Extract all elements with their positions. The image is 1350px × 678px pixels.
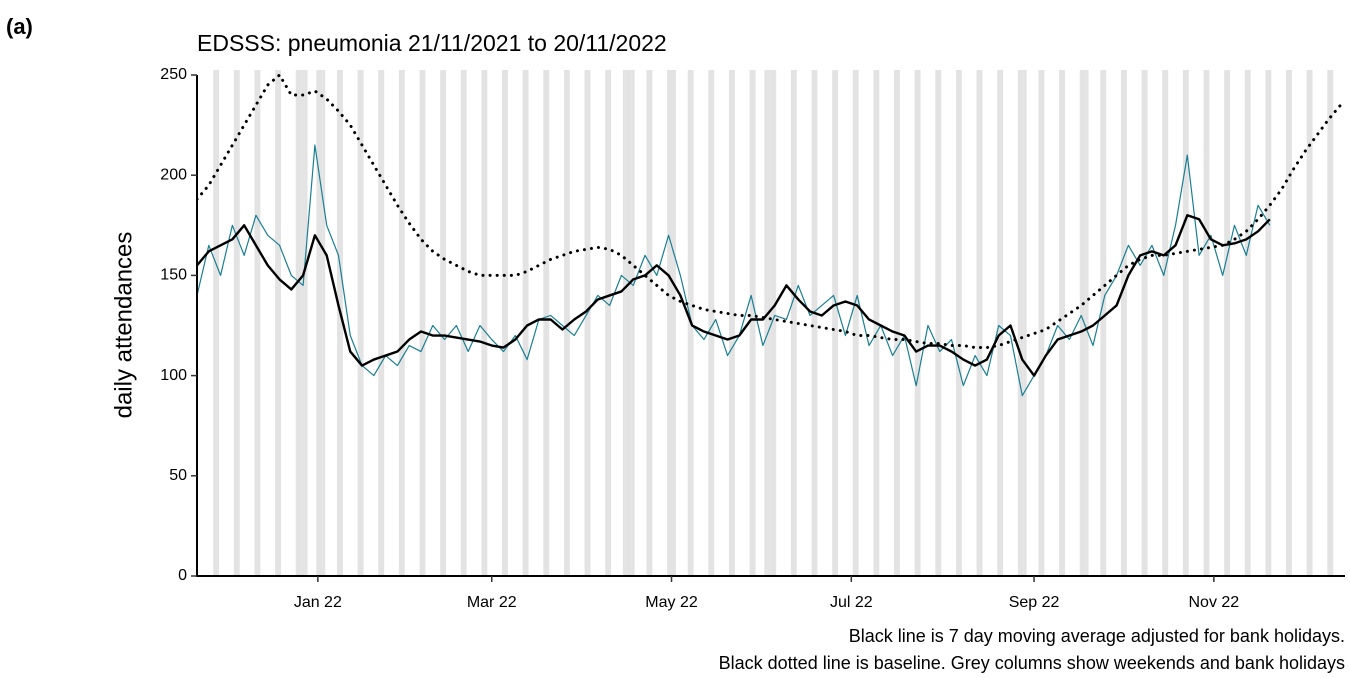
weekend-column bbox=[708, 70, 715, 576]
weekend-column bbox=[1017, 70, 1024, 576]
weekend-column bbox=[1162, 70, 1169, 576]
weekend-column bbox=[1038, 70, 1045, 576]
holiday-column bbox=[301, 70, 305, 576]
weekend-column bbox=[1224, 70, 1231, 576]
weekend-column bbox=[729, 70, 735, 576]
footnote: Black line is 7 day moving average adjus… bbox=[849, 626, 1345, 646]
weekend-column bbox=[997, 70, 1004, 576]
weekend-column bbox=[295, 70, 302, 576]
axes: 0 50 100 150 200 250 Jan 22 Mar 22 May 22 Jul 22 S… bbox=[160, 66, 1345, 611]
weekend-column bbox=[770, 70, 777, 576]
weekend-column bbox=[316, 70, 323, 576]
weekend-column bbox=[1182, 70, 1189, 576]
weekend-column bbox=[955, 70, 962, 576]
weekend-column bbox=[1327, 70, 1334, 576]
holiday-column bbox=[304, 70, 308, 576]
shading bbox=[213, 70, 1334, 576]
holiday-column bbox=[322, 70, 326, 576]
weekend-column bbox=[976, 70, 983, 576]
holiday-column bbox=[767, 70, 771, 576]
holiday-column bbox=[673, 70, 676, 576]
y-tick-label: 250 bbox=[160, 66, 187, 83]
y-tick-label: 200 bbox=[160, 166, 187, 183]
weekend-column bbox=[460, 70, 467, 576]
weekend-column bbox=[935, 70, 942, 576]
holiday-column bbox=[631, 70, 635, 576]
y-tick-label: 150 bbox=[160, 267, 187, 284]
weekend-column bbox=[1265, 70, 1272, 576]
weekend-column bbox=[1306, 70, 1313, 576]
holiday-column bbox=[764, 70, 768, 576]
series-line bbox=[197, 73, 1343, 350]
panel-label: (a) bbox=[6, 14, 33, 39]
y-tick-label: 0 bbox=[178, 567, 187, 584]
weekend-column bbox=[254, 70, 261, 576]
x-tick-label: Jan 22 bbox=[294, 594, 342, 611]
weekend-column bbox=[646, 70, 653, 576]
weekend-column bbox=[337, 70, 343, 576]
y-tick-label: 50 bbox=[169, 467, 187, 484]
weekend-column bbox=[502, 70, 508, 576]
weekend-column bbox=[914, 70, 921, 576]
weekend-column bbox=[357, 70, 364, 576]
weekend-column bbox=[625, 70, 632, 576]
weekend-column bbox=[440, 70, 447, 576]
weekend-column bbox=[894, 70, 900, 576]
weekend-column bbox=[1244, 70, 1251, 576]
weekend-column bbox=[1059, 70, 1065, 576]
weekend-column bbox=[584, 70, 591, 576]
lines bbox=[197, 73, 1343, 397]
weekend-column bbox=[1141, 70, 1148, 576]
weekend-column bbox=[481, 70, 488, 576]
weekend-column bbox=[398, 70, 405, 576]
holiday-column bbox=[622, 70, 626, 576]
weekend-column bbox=[1121, 70, 1127, 576]
weekend-column bbox=[811, 70, 818, 576]
weekend-column bbox=[543, 70, 550, 576]
weekend-column bbox=[563, 70, 570, 576]
series-line bbox=[197, 214, 1271, 377]
weekend-column bbox=[1203, 70, 1210, 576]
x-tick-label: Mar 22 bbox=[467, 594, 517, 611]
weekend-column bbox=[522, 70, 529, 576]
weekend-column bbox=[605, 70, 612, 576]
weekend-column bbox=[233, 70, 240, 576]
x-tick-label: Jul 22 bbox=[830, 594, 873, 611]
x-tick-label: Sep 22 bbox=[1009, 594, 1060, 611]
y-tick-label: 100 bbox=[160, 367, 187, 384]
x-tick-label: May 22 bbox=[645, 594, 698, 611]
y-axis-label: daily attendances bbox=[110, 232, 137, 419]
chart-title: EDSSS: pneumonia 21/11/2021 to 20/11/202… bbox=[197, 30, 667, 56]
weekend-column bbox=[1100, 70, 1107, 576]
weekend-column bbox=[213, 70, 220, 576]
weekend-column bbox=[1286, 70, 1292, 576]
holiday-column bbox=[1023, 70, 1027, 576]
series-line bbox=[197, 144, 1271, 397]
weekend-column bbox=[275, 70, 281, 576]
weekend-column bbox=[790, 70, 797, 576]
weekend-column bbox=[832, 70, 839, 576]
weekend-column bbox=[378, 70, 385, 576]
x-tick-label: Nov 22 bbox=[1188, 594, 1239, 611]
weekend-column bbox=[749, 70, 756, 576]
weekend-column bbox=[852, 70, 859, 576]
holiday-column bbox=[1085, 70, 1089, 576]
footnote: Black dotted line is baseline. Grey colu… bbox=[719, 653, 1345, 673]
weekend-column bbox=[667, 70, 673, 576]
weekend-column bbox=[419, 70, 426, 576]
weekend-column bbox=[1079, 70, 1086, 576]
